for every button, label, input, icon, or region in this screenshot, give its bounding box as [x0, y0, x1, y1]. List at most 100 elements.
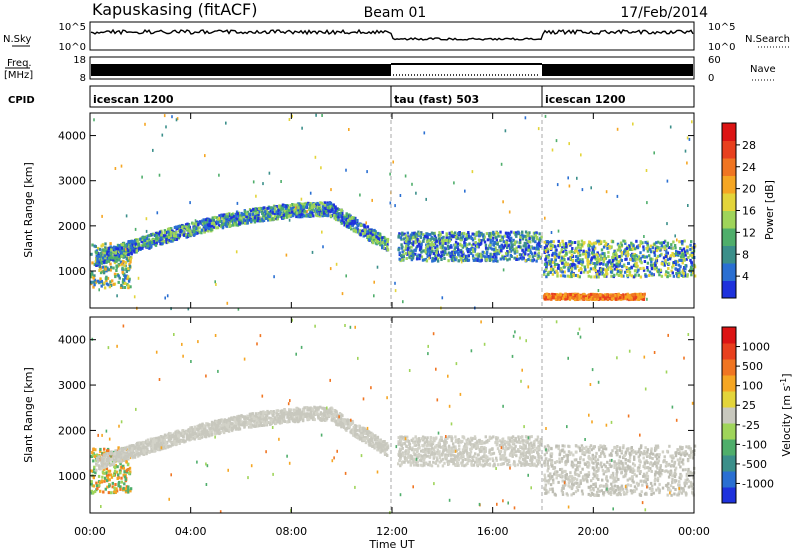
data-point [637, 268, 640, 272]
data-point [90, 480, 93, 484]
data-point [590, 251, 594, 255]
data-point [492, 236, 495, 240]
data-point [204, 218, 208, 222]
data-point [583, 293, 586, 297]
data-point [266, 412, 269, 416]
data-point [373, 294, 375, 298]
data-point [537, 244, 541, 248]
nave-label: Nave [750, 64, 776, 75]
data-point [551, 296, 554, 300]
data-point [567, 268, 570, 272]
data-point [555, 248, 558, 252]
data-point [107, 449, 110, 453]
data-point [638, 259, 642, 263]
data-point [251, 423, 254, 427]
data-point [574, 298, 577, 302]
data-point [134, 239, 138, 243]
data-point [143, 238, 147, 242]
data-point [305, 214, 308, 218]
data-point [524, 116, 527, 120]
data-point [616, 269, 620, 273]
data-point [286, 207, 289, 211]
data-point [564, 295, 567, 299]
data-point [653, 253, 657, 257]
data-point [658, 247, 661, 251]
data-point [282, 213, 285, 217]
data-point [440, 246, 444, 250]
data-point [451, 255, 455, 259]
data-point [506, 246, 509, 250]
data-point [605, 244, 608, 248]
data-point [383, 242, 387, 246]
colorbar-tick-label: 12 [742, 226, 756, 239]
data-point [126, 247, 129, 251]
data-point [103, 254, 106, 258]
data-point [439, 245, 442, 249]
data-point [150, 241, 154, 244]
data-point [573, 250, 576, 254]
data-point [449, 244, 453, 248]
data-point [116, 243, 120, 247]
data-point [149, 444, 153, 448]
data-point [420, 250, 423, 254]
data-point [92, 470, 95, 474]
data-point [562, 255, 565, 259]
data-point [418, 232, 421, 236]
cpid-panel: CPID icescan 1200 tau (fast) 503 icescan… [8, 85, 695, 108]
data-point [329, 267, 332, 271]
data-point [181, 226, 184, 229]
data-point [467, 258, 471, 262]
data-point [581, 267, 583, 271]
data-point [657, 270, 660, 274]
data-point [266, 409, 269, 413]
data-point [535, 259, 538, 263]
data-point [125, 485, 129, 489]
data-point [325, 205, 328, 209]
data-point [177, 224, 180, 228]
data-point [365, 233, 369, 237]
data-point [126, 253, 130, 257]
data-point [119, 263, 122, 267]
data-point [122, 464, 125, 468]
data-point [643, 255, 647, 259]
data-point [623, 239, 627, 243]
data-point [660, 241, 664, 245]
data-point [415, 232, 418, 236]
data-point [625, 257, 628, 261]
data-point [570, 267, 574, 271]
date-title: 17/Feb/2014 [620, 5, 708, 21]
data-point [248, 212, 251, 216]
data-point [558, 297, 561, 301]
data-point [309, 206, 312, 209]
data-point [495, 231, 497, 235]
data-point [556, 266, 560, 270]
data-point [408, 246, 411, 250]
data-point [352, 222, 355, 226]
data-point [292, 211, 295, 215]
data-point [143, 241, 146, 245]
data-point [632, 293, 636, 297]
data-point [404, 234, 407, 238]
data-point [207, 219, 211, 223]
data-point [588, 248, 591, 252]
data-point [615, 268, 619, 271]
data-point [167, 230, 170, 234]
data-point [609, 270, 613, 274]
data-point [478, 243, 481, 247]
data-point [561, 259, 564, 262]
data-point [148, 246, 151, 250]
data-point [577, 261, 580, 265]
data-point [407, 250, 411, 254]
data-point [636, 293, 640, 297]
data-point [232, 217, 236, 220]
data-point [553, 260, 556, 264]
data-point [466, 248, 469, 252]
data-point [656, 240, 660, 244]
data-point [99, 259, 103, 263]
data-point [432, 232, 435, 236]
data-point [606, 295, 609, 299]
data-point [576, 265, 579, 269]
data-point [113, 272, 117, 276]
data-point [175, 118, 178, 122]
data-point [100, 479, 104, 483]
